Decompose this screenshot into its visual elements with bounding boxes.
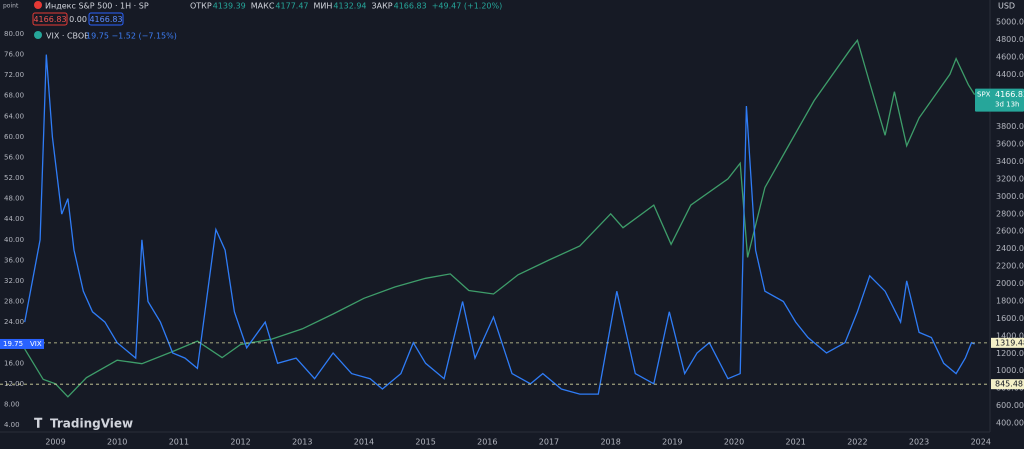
vix-quote: 19.75 −1.52 (−7.15%) [86,32,177,41]
y-tick-label: 56.00 [4,153,24,161]
y2-tick-label: 400.00 [996,419,1024,428]
x-tick-label: 2017 [539,438,559,447]
ohlc-label: МАКС [251,2,275,11]
horizontal-line-label: 845.48 [995,380,1023,389]
y2-tick-label: 2400.00 [996,244,1024,253]
bar-countdown: 3d 13h [995,101,1019,109]
y-tick-label: 32.00 [4,277,24,285]
buy-box[interactable] [88,12,124,26]
vix-price-tag [0,338,44,349]
horizontal-line-tag [991,337,1024,348]
ohlc-label: ЗАКР [372,2,393,11]
ohlc-value: 4132.94 [333,2,366,11]
y-tick-label: 68.00 [4,92,24,100]
sell-box[interactable] [32,12,68,26]
y-tick-label: 72.00 [4,71,24,79]
y2-tick-label: 2800.00 [996,209,1024,218]
y-tick-label: 60.00 [4,133,24,141]
x-tick-label: 2024 [971,438,991,447]
last-price: 4166.83 [995,90,1024,99]
ohlc-value: 4139.39 [213,2,246,11]
y-tick-label: 40.00 [4,236,24,244]
y-tick-label: 36.00 [4,256,24,264]
x-tick-label: 2018 [600,438,620,447]
y2-tick-label: 2200.00 [996,262,1024,271]
brand-logo: 𝐓 [34,417,43,432]
series-line [24,38,976,398]
x-tick-label: 2023 [909,438,929,447]
y-tick-label: 28.00 [4,298,24,306]
y2-tick-label: 3800.00 [996,122,1024,131]
last-price-symbol: SPX [977,91,991,99]
y2-tick-label: 1400.00 [996,331,1024,340]
y2-tick-label: 1600.00 [996,314,1024,323]
ohlc-label: МИН [314,2,333,11]
y2-tick-label: 4400.00 [996,70,1024,79]
y-tick-label: 52.00 [4,174,24,182]
x-tick-label: 2014 [354,438,374,447]
x-tick-label: 2015 [415,438,435,447]
ohlc-change: +49.47 (+1.20%) [432,2,503,11]
y2-tick-label: 4600.00 [996,52,1024,61]
y-tick-label: 8.00 [4,400,20,408]
vix-tag: VIX [30,340,42,348]
y-tick-label: 4.00 [4,421,20,429]
y2-tick-label: 3200.00 [996,174,1024,183]
y-tick-label: 76.00 [4,51,24,59]
ohlc-value: 4177.47 [275,2,308,11]
y2-tick-label: 1200.00 [996,349,1024,358]
x-tick-label: 2012 [230,438,250,447]
y2-tick-label: 2600.00 [996,227,1024,236]
y-tick-label: 24.00 [4,318,24,326]
y2-tick-label: 3600.00 [996,140,1024,149]
horizontal-line-tag [991,379,1024,390]
ohlc-value: 4166.83 [394,2,427,11]
brand: TradingView [50,417,133,431]
horizontal-line-label: 1319.48 [995,338,1024,347]
x-tick-label: 2020 [724,438,744,447]
vix-icon [34,31,42,39]
y2-tick-label: 5000.00 [996,18,1024,27]
x-tick-label: 2013 [292,438,312,447]
x-tick-label: 2019 [662,438,682,447]
series-line [24,54,975,395]
y-tick-label: 64.00 [4,112,24,120]
y-tick-label: 80.00 [4,30,24,38]
x-tick-label: 2009 [45,438,65,447]
vix-symbol[interactable]: VIX · CBOE [46,32,89,41]
symbol[interactable]: Индекс S&P 500 · 1H · SP [45,2,149,11]
spread: 0.00 [69,15,87,24]
y2-tick-label: 3000.00 [996,192,1024,201]
y-tick-label: 44.00 [4,215,24,223]
y2-tick-label: 1800.00 [996,296,1024,305]
buy-price[interactable]: 4166.83 [89,15,122,24]
y2-tick-label: 3400.00 [996,157,1024,166]
y2-tick-label: 1000.00 [996,366,1024,375]
ohlc: ОТКР 4139.39 МАКС 4177.47 МИН 4132.94 ЗАКР 4166… [190,2,502,11]
scale-mode[interactable]: point [3,3,19,10]
y-tick-label: 16.00 [4,359,24,367]
vix-last-price: 19.75 [3,340,23,348]
sell-price[interactable]: 4166.83 [33,15,66,24]
x-tick-label: 2010 [107,438,127,447]
x-tick-label: 2016 [477,438,497,447]
ohlc-label: ОТКР [190,2,212,11]
x-tick-label: 2021 [786,438,806,447]
currency[interactable]: USD [998,2,1015,11]
y2-tick-label: 4800.00 [996,35,1024,44]
last-price-tag [975,88,1024,112]
x-tick-label: 2011 [169,438,189,447]
x-tick-label: 2022 [847,438,867,447]
y2-tick-label: 600.00 [996,401,1024,410]
symbol-icon [34,1,42,9]
y-tick-label: 48.00 [4,195,24,203]
y2-tick-label: 2000.00 [996,279,1024,288]
